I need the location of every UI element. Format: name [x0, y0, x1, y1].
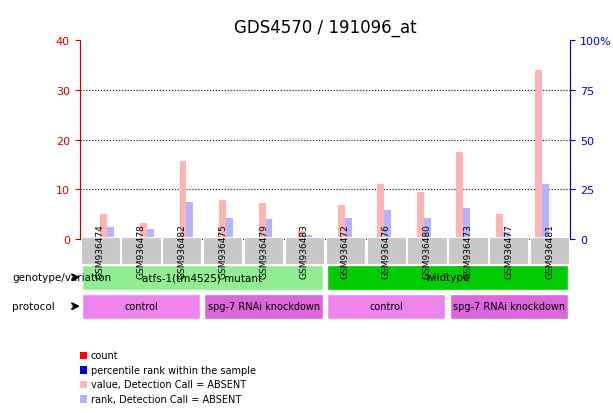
Bar	[338, 206, 345, 240]
Bar	[424, 219, 431, 240]
FancyBboxPatch shape	[244, 237, 283, 264]
Bar	[259, 204, 265, 240]
Bar	[101, 215, 107, 240]
Bar	[226, 219, 233, 240]
FancyBboxPatch shape	[162, 237, 202, 264]
FancyBboxPatch shape	[203, 237, 242, 264]
Text: GSM936474: GSM936474	[96, 223, 105, 278]
Bar	[186, 202, 193, 240]
Text: GSM936482: GSM936482	[177, 223, 186, 278]
Bar	[140, 224, 147, 240]
Bar	[180, 161, 186, 240]
Title: GDS4570 / 191096_at: GDS4570 / 191096_at	[234, 19, 416, 37]
FancyBboxPatch shape	[285, 237, 324, 264]
Bar	[147, 230, 154, 240]
Bar	[377, 185, 384, 240]
Text: value, Detection Call = ABSENT: value, Detection Call = ABSENT	[91, 380, 246, 389]
Bar	[298, 232, 305, 240]
Bar	[417, 192, 424, 240]
Text: control: control	[369, 301, 403, 312]
Bar	[457, 153, 463, 240]
FancyBboxPatch shape	[82, 294, 200, 319]
Text: GSM936478: GSM936478	[137, 223, 145, 278]
FancyBboxPatch shape	[80, 237, 120, 264]
Text: GSM936472: GSM936472	[341, 223, 350, 278]
FancyBboxPatch shape	[449, 294, 568, 319]
Text: control: control	[124, 301, 158, 312]
Text: rank, Detection Call = ABSENT: rank, Detection Call = ABSENT	[91, 394, 241, 404]
FancyBboxPatch shape	[327, 266, 568, 290]
FancyBboxPatch shape	[448, 237, 487, 264]
Text: genotype/variation: genotype/variation	[12, 273, 112, 282]
Bar	[265, 220, 273, 240]
FancyBboxPatch shape	[408, 237, 447, 264]
Text: GSM936476: GSM936476	[382, 223, 390, 278]
FancyBboxPatch shape	[326, 237, 365, 264]
FancyBboxPatch shape	[82, 266, 323, 290]
Bar	[219, 201, 226, 240]
Bar	[463, 209, 470, 240]
Bar	[305, 235, 312, 240]
Bar	[384, 211, 391, 240]
Bar	[503, 232, 510, 240]
FancyBboxPatch shape	[530, 237, 569, 264]
Text: wildtype: wildtype	[425, 273, 470, 283]
Bar	[496, 215, 503, 240]
FancyBboxPatch shape	[327, 294, 446, 319]
Text: GSM936483: GSM936483	[300, 223, 309, 278]
Text: GSM936473: GSM936473	[463, 223, 473, 278]
Text: GSM936477: GSM936477	[504, 223, 513, 278]
FancyBboxPatch shape	[489, 237, 528, 264]
Text: percentile rank within the sample: percentile rank within the sample	[91, 365, 256, 375]
Text: GSM936481: GSM936481	[545, 223, 554, 278]
Bar	[107, 227, 114, 240]
Text: GSM936480: GSM936480	[422, 223, 432, 278]
Text: GSM936475: GSM936475	[218, 223, 227, 278]
Text: spg-7 RNAi knockdown: spg-7 RNAi knockdown	[208, 301, 319, 312]
FancyBboxPatch shape	[367, 237, 406, 264]
Bar	[536, 71, 543, 240]
Text: atfs-1(tm4525) mutant: atfs-1(tm4525) mutant	[142, 273, 262, 283]
FancyBboxPatch shape	[121, 237, 161, 264]
Bar	[543, 185, 549, 240]
Bar	[345, 219, 352, 240]
Text: GSM936479: GSM936479	[259, 223, 268, 278]
Text: spg-7 RNAi knockdown: spg-7 RNAi knockdown	[453, 301, 565, 312]
FancyBboxPatch shape	[204, 294, 323, 319]
Text: count: count	[91, 351, 118, 361]
Text: protocol: protocol	[12, 301, 55, 311]
